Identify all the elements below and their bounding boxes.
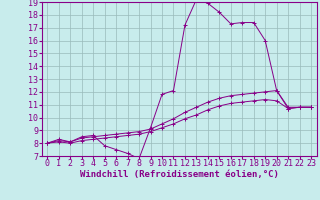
X-axis label: Windchill (Refroidissement éolien,°C): Windchill (Refroidissement éolien,°C) [80, 170, 279, 179]
